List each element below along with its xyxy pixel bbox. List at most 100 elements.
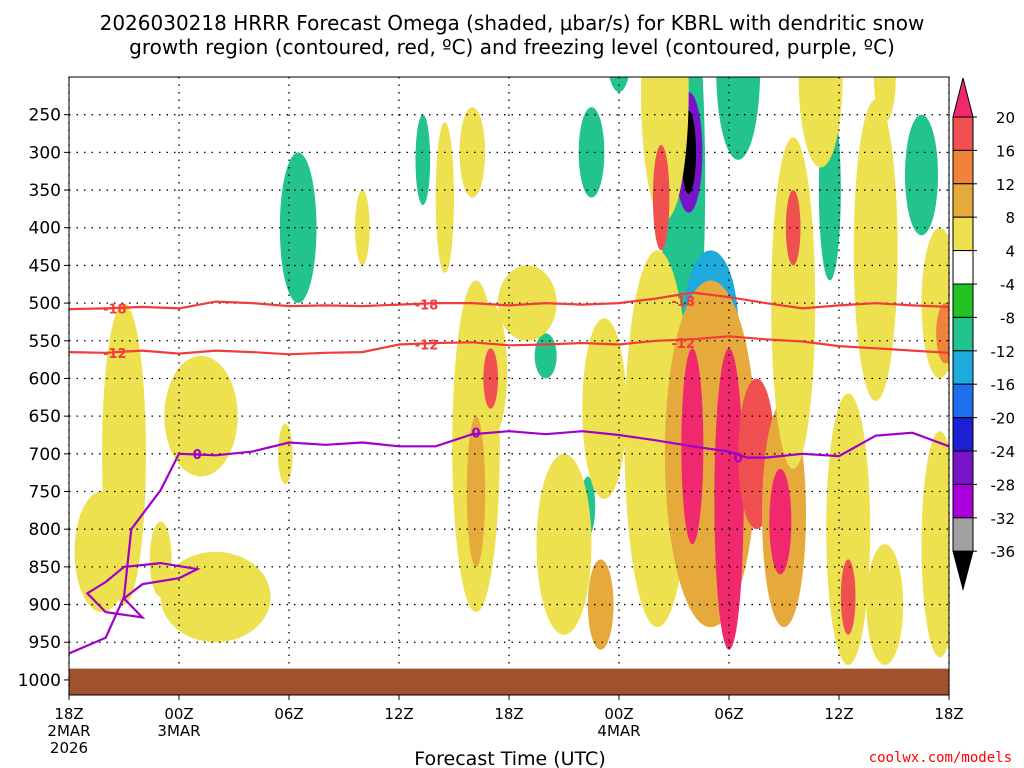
omega-cell-52 xyxy=(278,423,293,484)
y-tick-label-8: 650 xyxy=(29,407,61,427)
omega-cell-37 xyxy=(466,416,486,567)
freezing-label-a: 0 xyxy=(193,448,202,463)
omega-cell-6 xyxy=(279,152,317,304)
colorbar-swatch-3 xyxy=(952,183,974,218)
omega-shading xyxy=(74,77,949,665)
omega-cell-53 xyxy=(798,77,843,168)
colorbar-label-13: -36 xyxy=(991,543,1016,561)
svg-text:-12: -12 xyxy=(415,339,439,354)
y-tick-label-1: 300 xyxy=(29,143,61,163)
colorbar-top-arrow xyxy=(952,77,974,118)
omega-cell-9 xyxy=(905,114,938,236)
omega-cell-34 xyxy=(921,431,949,658)
omega-cell-23 xyxy=(714,348,744,650)
colorbar-swatch-11 xyxy=(952,450,974,485)
colorbar: 20 16 12 8 4 -4 -8 -12 -16 -20 -24 -28 -32 -36 xyxy=(952,77,1016,592)
y-tick-label-10: 750 xyxy=(29,483,61,503)
x-tick-label-1-1: 3MAR xyxy=(157,722,200,740)
omega-cell-12 xyxy=(578,107,605,198)
omega-cell-33 xyxy=(936,303,949,364)
svg-text:0: 0 xyxy=(734,452,743,467)
colorbar-swatch-5 xyxy=(952,250,974,285)
freezing-label-c: 0 xyxy=(734,452,743,467)
colorbar-label-8: -16 xyxy=(991,376,1016,394)
x-axis-label: Forecast Time (UTC) xyxy=(414,748,605,768)
colorbar-swatch-8 xyxy=(952,350,974,385)
dgz-label-0-a: -18 xyxy=(103,302,127,317)
omega-cell-49 xyxy=(102,303,146,605)
x-tick-label-0-1: 2MAR xyxy=(47,722,90,740)
omega-cell-35 xyxy=(866,544,904,665)
colorbar-label-10: -24 xyxy=(991,443,1016,461)
colorbar-swatch-1 xyxy=(952,116,974,151)
svg-text:0: 0 xyxy=(471,427,480,442)
y-tick-label-2: 350 xyxy=(29,181,61,201)
chart-title-line2: growth region (contoured, red, ºC) and f… xyxy=(129,35,895,59)
dgz-label-1-b: -12 xyxy=(415,339,439,354)
colorbar-label-1: 16 xyxy=(996,142,1015,160)
dgz-label-0-c: -18 xyxy=(671,295,695,310)
omega-cell-51 xyxy=(149,521,172,598)
colorbar-label-9: -20 xyxy=(991,410,1016,428)
colorbar-label-0: 20 xyxy=(996,109,1015,127)
chart-title-line1: 2026030218 HRRR Forecast Omega (shaded, … xyxy=(100,11,925,35)
colorbar-swatch-13 xyxy=(952,517,974,552)
svg-text:-18: -18 xyxy=(415,299,439,314)
x-tick-label-2-0: 06Z xyxy=(274,705,303,723)
omega-cell-11 xyxy=(534,333,557,379)
x-tick-label-3-0: 12Z xyxy=(384,705,413,723)
ground-surface xyxy=(69,668,949,695)
omega-cell-54 xyxy=(873,77,896,123)
omega-cell-41 xyxy=(459,107,486,198)
contour-lines: -18 -18 -18 -12 -12 -12 0 0 0 xyxy=(69,291,949,655)
y-tick-label-15: 1000 xyxy=(18,671,61,691)
colorbar-swatch-9 xyxy=(952,383,974,419)
omega-cell-7 xyxy=(716,77,761,160)
y-tick-label-13: 900 xyxy=(29,596,61,616)
colorbar-swatch-7 xyxy=(952,316,974,352)
colorbar-swatch-4 xyxy=(952,216,974,252)
x-tick-label-0-2: 2026 xyxy=(50,739,88,757)
omega-cell-47 xyxy=(164,355,238,477)
dgz-label-0-b: -18 xyxy=(415,299,439,314)
x-tick-label-0-0: 18Z xyxy=(54,705,83,723)
y-tick-label-6: 550 xyxy=(29,332,61,352)
plot-area: -18 -18 -18 -12 -12 -12 0 0 0 xyxy=(68,76,950,696)
freezing-level-loop xyxy=(85,561,201,619)
omega-cell-19 xyxy=(652,144,670,251)
x-tick-label-5-1: 4MAR xyxy=(597,722,640,740)
omega-cell-42 xyxy=(435,122,455,273)
omega-cell-27 xyxy=(771,137,816,469)
colorbar-label-11: -28 xyxy=(991,476,1016,494)
omega-cell-44 xyxy=(582,318,627,500)
colorbar-label-3: 8 xyxy=(1005,209,1015,227)
colorbar-label-7: -12 xyxy=(991,343,1016,361)
dgz-contour-1 xyxy=(69,335,949,356)
colorbar-swatch-2 xyxy=(952,149,974,185)
y-tick-label-5: 500 xyxy=(29,294,61,314)
colorbar-label-12: -32 xyxy=(991,510,1016,528)
colorbar-label-2: 12 xyxy=(996,176,1015,194)
colorbar-swatch-12 xyxy=(952,483,974,519)
svg-text:-18: -18 xyxy=(103,302,127,317)
y-tick-label-11: 800 xyxy=(29,520,61,540)
y-tick-label-9: 700 xyxy=(29,445,61,465)
x-tick-label-1-0: 00Z xyxy=(164,705,193,723)
omega-cell-18 xyxy=(641,77,689,221)
y-tick-label-12: 850 xyxy=(29,558,61,578)
omega-cell-31 xyxy=(853,99,898,402)
omega-cell-39 xyxy=(483,348,498,409)
omega-cell-45 xyxy=(587,559,614,650)
freezing-label-b: 0 xyxy=(471,427,480,442)
y-tick-label-14: 950 xyxy=(29,633,61,653)
omega-cell-30 xyxy=(840,559,856,635)
x-tick-label-4-0: 18Z xyxy=(494,705,523,723)
x-tick-label-5-0: 00Z xyxy=(604,705,633,723)
colorbar-swatch-6 xyxy=(952,283,974,318)
svg-text:-12: -12 xyxy=(671,337,695,352)
y-tick-label-0: 250 xyxy=(29,106,61,126)
colorbar-bottom-arrow xyxy=(952,550,974,592)
x-tick-label-8-0: 18Z xyxy=(934,705,963,723)
